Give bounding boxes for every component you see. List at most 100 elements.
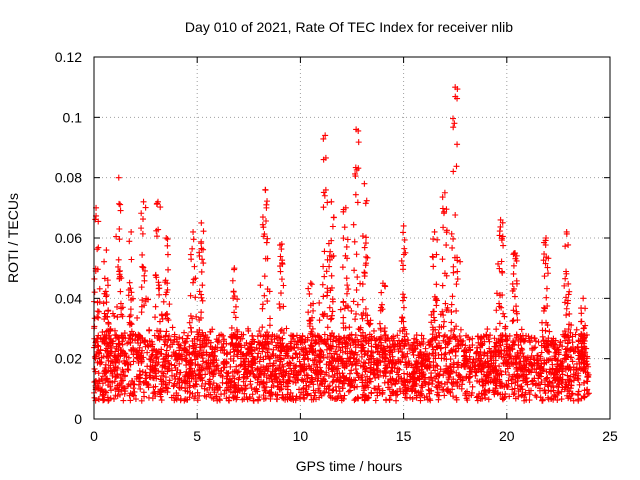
data-point xyxy=(542,343,549,350)
data-point xyxy=(584,386,591,393)
data-point xyxy=(99,391,106,398)
data-point xyxy=(135,381,142,388)
data-point xyxy=(375,383,382,390)
data-point xyxy=(355,139,362,146)
data-point xyxy=(358,347,365,354)
data-point xyxy=(444,365,451,372)
data-point xyxy=(403,395,410,402)
data-point xyxy=(529,377,536,384)
data-point xyxy=(435,340,442,347)
data-point xyxy=(94,308,101,315)
data-point xyxy=(370,327,377,334)
y-tick-label: 0.12 xyxy=(55,49,82,65)
data-point xyxy=(434,236,441,243)
data-point xyxy=(235,382,242,389)
data-point xyxy=(186,319,193,326)
data-point xyxy=(267,315,274,322)
data-point xyxy=(497,216,504,223)
data-point xyxy=(103,353,110,360)
data-point xyxy=(430,314,437,321)
data-point xyxy=(469,383,476,390)
data-point xyxy=(350,340,357,347)
data-point xyxy=(318,349,325,356)
data-point xyxy=(163,328,170,335)
data-point xyxy=(104,282,111,289)
data-point xyxy=(497,367,504,374)
data-point xyxy=(103,247,110,254)
data-point xyxy=(126,319,133,326)
data-point xyxy=(94,335,101,342)
data-point xyxy=(344,282,351,289)
data-point xyxy=(270,382,277,389)
data-point xyxy=(426,342,433,349)
data-point xyxy=(122,372,129,379)
data-point xyxy=(278,276,285,283)
data-point xyxy=(410,347,417,354)
data-point xyxy=(354,336,361,343)
data-point xyxy=(430,263,437,270)
data-point xyxy=(452,212,459,219)
data-point xyxy=(348,362,355,369)
data-point xyxy=(155,368,162,375)
data-point xyxy=(191,342,198,349)
data-point xyxy=(201,385,208,392)
data-point xyxy=(329,379,336,386)
data-point xyxy=(139,230,146,237)
data-point xyxy=(173,371,180,378)
data-point xyxy=(407,394,414,401)
data-point xyxy=(456,371,463,378)
data-point xyxy=(430,346,437,353)
data-point xyxy=(459,341,466,348)
data-point xyxy=(139,347,146,354)
data-point xyxy=(320,204,327,211)
data-point xyxy=(319,281,326,288)
data-point xyxy=(184,373,191,380)
data-point xyxy=(409,341,416,348)
data-point xyxy=(566,378,573,385)
data-point xyxy=(378,301,385,308)
data-point xyxy=(481,360,488,367)
data-point xyxy=(277,253,284,260)
data-point xyxy=(517,358,524,365)
data-point xyxy=(327,316,334,323)
data-point xyxy=(400,352,407,359)
data-point xyxy=(323,369,330,376)
data-point xyxy=(163,235,170,241)
data-point xyxy=(128,228,135,235)
data-point xyxy=(187,292,194,299)
data-point xyxy=(153,233,160,240)
data-point xyxy=(377,345,384,352)
data-point xyxy=(565,334,572,341)
data-point xyxy=(139,251,146,258)
data-point xyxy=(550,396,557,403)
data-point xyxy=(153,274,160,281)
data-point xyxy=(348,367,355,374)
data-point xyxy=(156,318,163,325)
data-point xyxy=(453,163,460,170)
data-point xyxy=(544,302,551,309)
data-point xyxy=(354,199,361,206)
data-point xyxy=(361,397,368,404)
data-point xyxy=(441,368,448,375)
data-point xyxy=(454,141,461,148)
data-point xyxy=(376,385,383,392)
data-point xyxy=(499,332,506,339)
data-point xyxy=(136,374,143,381)
data-point xyxy=(482,389,489,396)
data-point xyxy=(508,360,515,367)
data-point xyxy=(565,241,572,248)
data-point xyxy=(509,280,516,287)
data-point xyxy=(579,347,586,354)
data-point xyxy=(145,343,152,350)
data-point xyxy=(260,364,267,371)
data-point xyxy=(170,383,177,390)
data-point xyxy=(164,315,171,322)
data-point xyxy=(456,333,463,340)
data-point xyxy=(551,345,558,352)
data-point xyxy=(233,363,240,370)
data-point xyxy=(512,337,519,344)
data-point xyxy=(114,303,121,310)
data-point xyxy=(474,348,481,355)
data-point xyxy=(561,328,568,335)
data-point xyxy=(409,383,416,390)
